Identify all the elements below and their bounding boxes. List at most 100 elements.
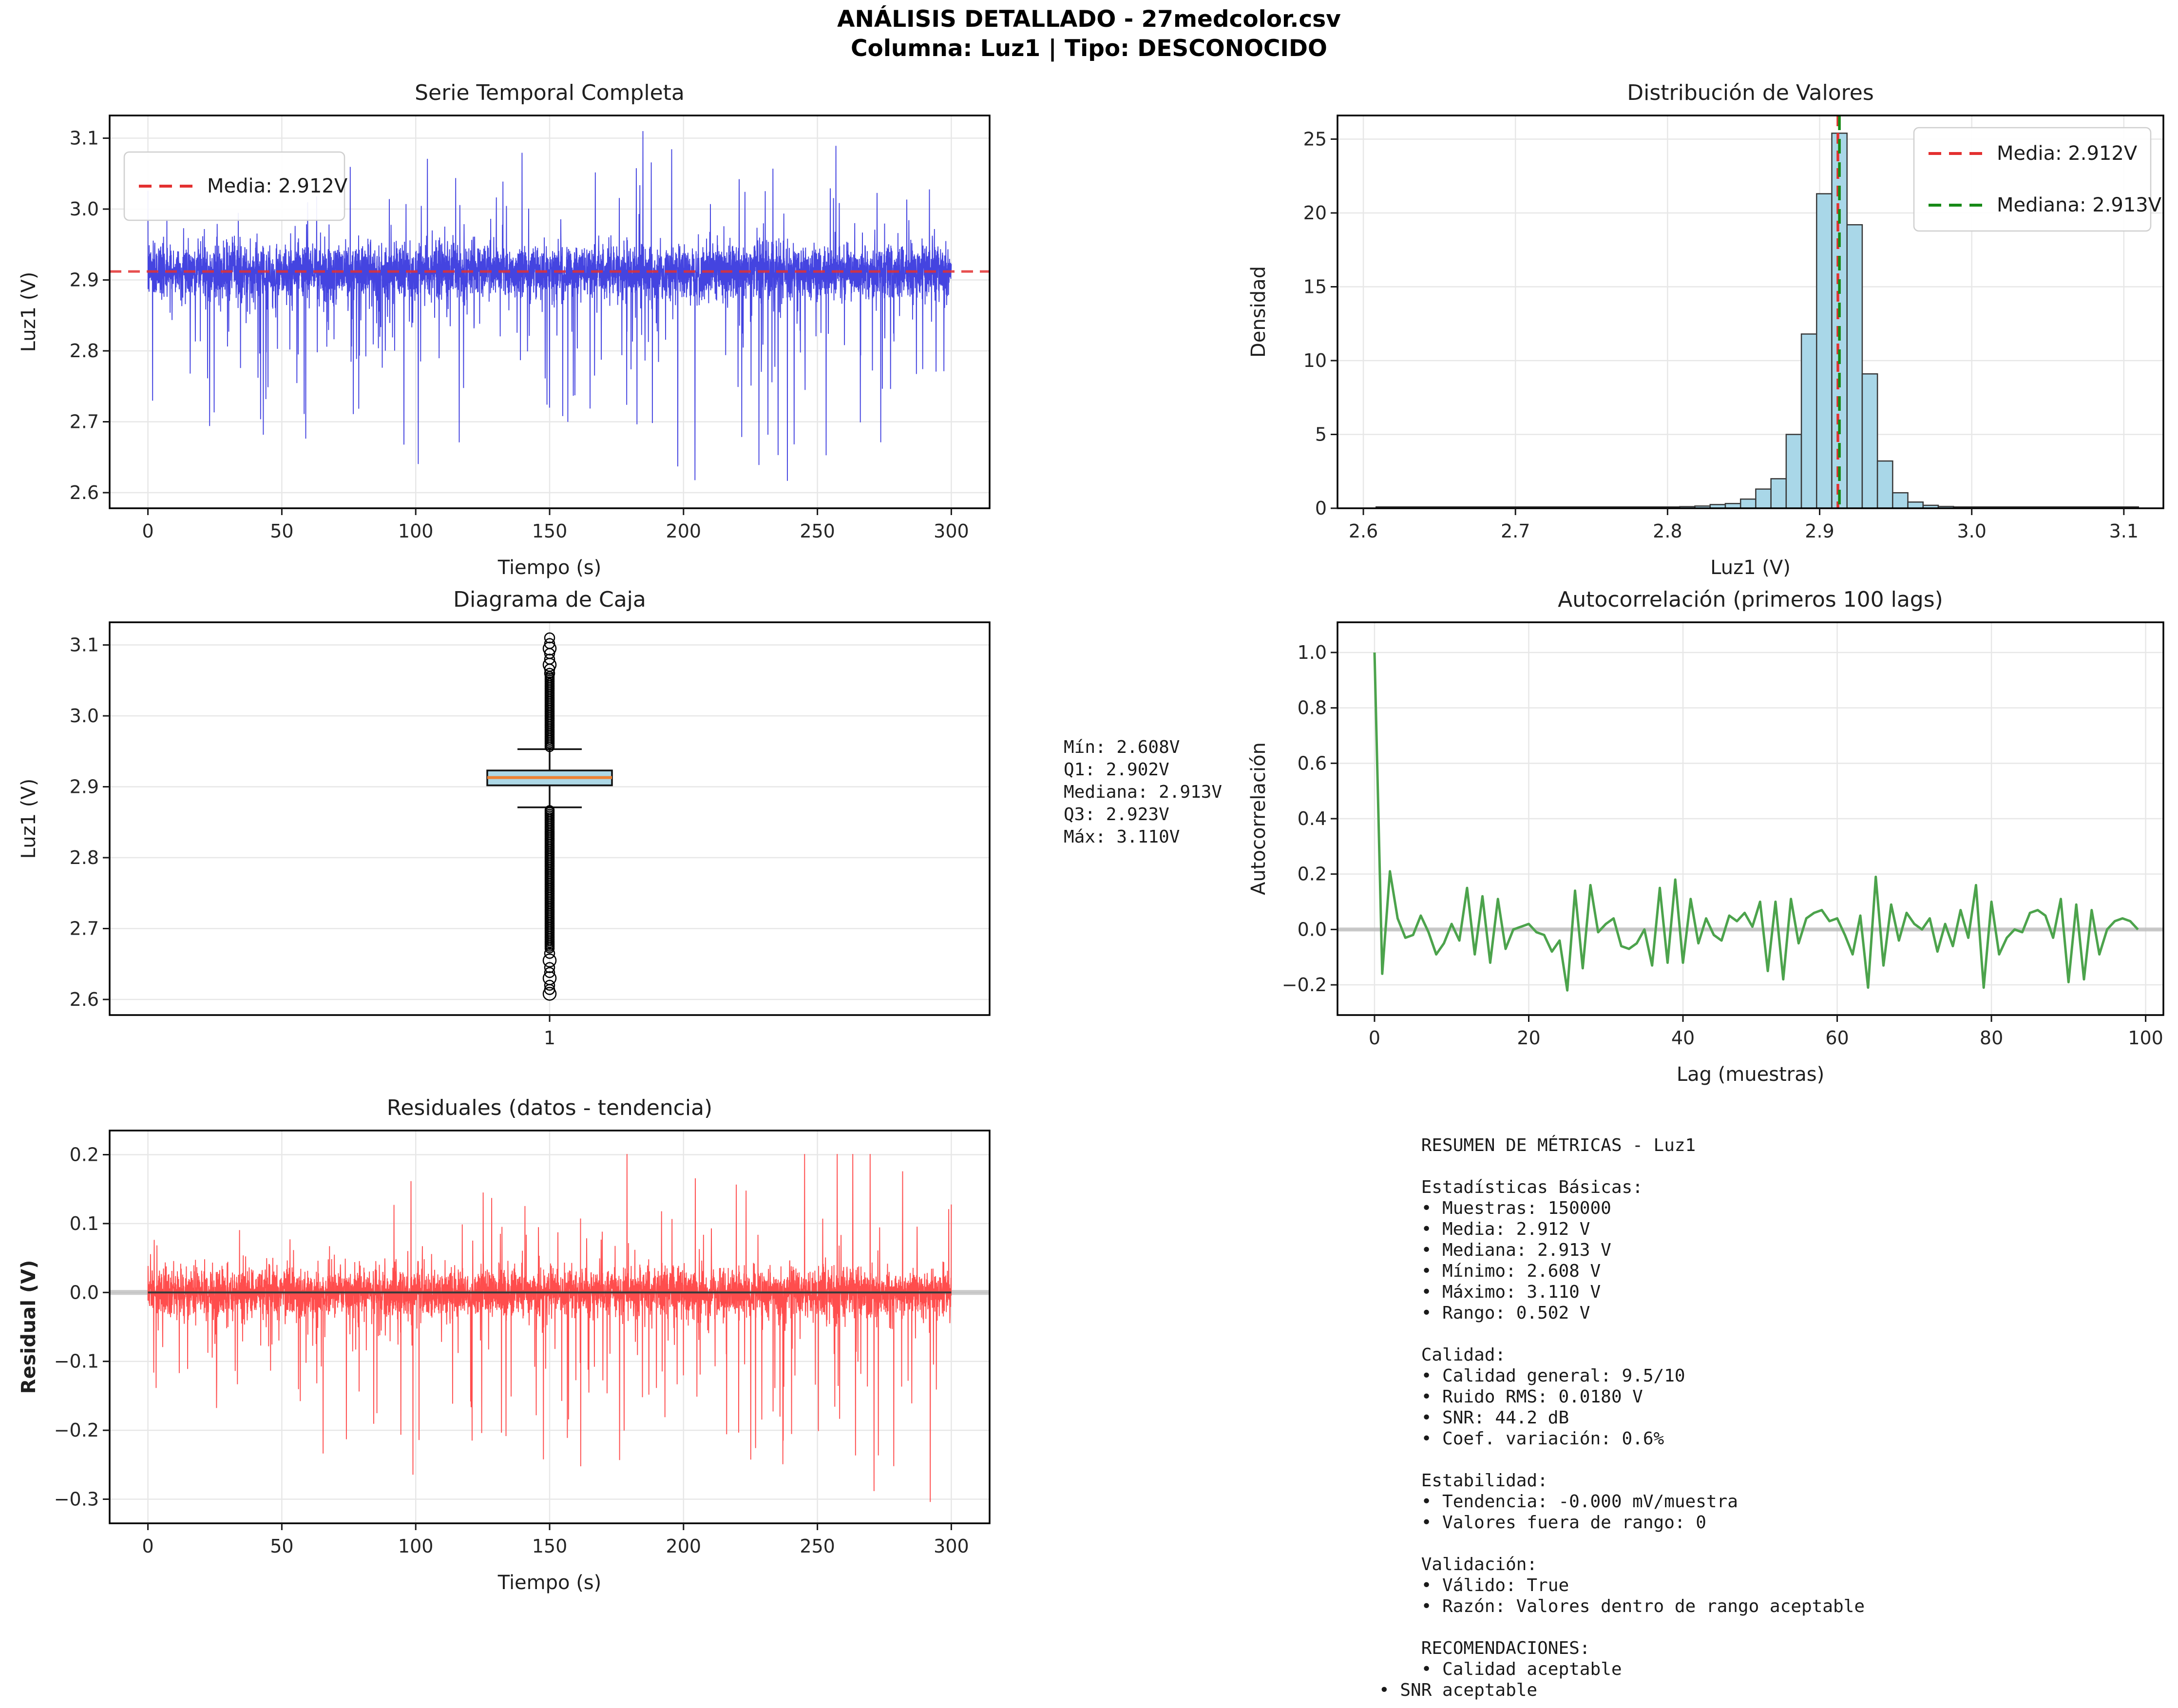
svg-text:2.9: 2.9 [70,776,99,798]
svg-text:Luz1 (V): Luz1 (V) [18,272,40,352]
svg-text:Media: 2.912V: Media: 2.912V [1997,142,2138,165]
panel-box: 1 2.6 2.7 2.8 2.9 3.0 3.1 Diagrama de Caja Luz1 … [18,587,991,1049]
svg-text:300: 300 [934,520,969,542]
tick-labels: 0 20 40 60 80 100 −0.2 0.0 0.2 0.4 0.6 0.8 1.0 [1282,642,2163,1049]
boxplot [486,748,613,808]
tick-labels: 0 50 100 150 200 250 300 0.2 0.1 0.0 −0.1 −0.2 −0.3 [54,1144,969,1557]
svg-text:5: 5 [1315,423,1327,445]
svg-text:0.4: 0.4 [1298,808,1327,829]
figure-title-line2: Columna: Luz1 | Tipo: DESCONOCIDO [851,35,1327,62]
svg-text:−0.1: −0.1 [54,1351,99,1372]
svg-text:3.0: 3.0 [70,705,99,727]
svg-text:2.7: 2.7 [70,411,99,433]
svg-text:2.8: 2.8 [70,847,99,868]
svg-text:0.0: 0.0 [70,1282,99,1303]
svg-text:3.1: 3.1 [2109,520,2139,542]
residuals-line [147,1154,952,1502]
svg-text:3.0: 3.0 [1957,520,1986,542]
svg-text:Tiempo (s): Tiempo (s) [497,557,602,579]
svg-text:Tiempo (s): Tiempo (s) [497,1572,602,1594]
metrics-summary-text: RESUMEN DE MÉTRICAS - Luz1 Estadísticas … [1379,1135,1865,1700]
svg-text:250: 250 [800,1535,835,1557]
svg-text:Autocorrelación: Autocorrelación [1247,742,1270,895]
svg-text:40: 40 [1671,1027,1695,1049]
svg-text:150: 150 [532,520,568,542]
svg-text:50: 50 [270,520,293,542]
outliers [542,632,557,1001]
svg-text:Serie Temporal Completa: Serie Temporal Completa [415,80,685,105]
svg-text:300: 300 [934,1535,969,1557]
svg-text:150: 150 [532,1535,568,1557]
svg-text:Distribución de Valores: Distribución de Valores [1627,80,1874,105]
legend: Media: 2.912V Mediana: 2.913V [1913,127,2162,232]
svg-text:Luz1 (V): Luz1 (V) [18,779,40,859]
svg-text:−0.2: −0.2 [54,1420,99,1441]
svg-text:60: 60 [1825,1027,1849,1049]
svg-text:50: 50 [270,1535,293,1557]
svg-text:200: 200 [666,1535,702,1557]
tick-labels: 1 2.6 2.7 2.8 2.9 3.0 3.1 [70,634,556,1049]
svg-text:100: 100 [398,1535,434,1557]
timeseries-line [147,131,952,481]
acf-line [1373,652,2139,992]
svg-text:0: 0 [142,1535,153,1557]
svg-text:100: 100 [398,520,434,542]
svg-text:Lag (muestras): Lag (muestras) [1677,1063,1824,1086]
svg-text:−0.2: −0.2 [1282,974,1327,996]
svg-text:2.7: 2.7 [70,918,99,940]
figure-title-line1: ANÁLISIS DETALLADO - 27medcolor.csv [837,6,1341,33]
svg-text:0.1: 0.1 [70,1213,99,1234]
svg-text:2.7: 2.7 [1501,520,1530,542]
svg-text:2.8: 2.8 [1653,520,1682,542]
svg-text:Luz1 (V): Luz1 (V) [1710,557,1791,579]
svg-text:2.6: 2.6 [70,482,99,503]
svg-text:2.8: 2.8 [70,340,99,362]
svg-text:Densidad: Densidad [1247,266,1270,358]
svg-text:1: 1 [544,1027,555,1049]
svg-text:0.8: 0.8 [1298,697,1327,719]
svg-text:200: 200 [666,520,702,542]
svg-text:0: 0 [142,520,153,542]
boxplot-stats-text: Mín: 2.608V Q1: 2.902V Mediana: 2.913V Q… [1064,737,1223,847]
svg-text:Residuales (datos - tendencia): Residuales (datos - tendencia) [387,1095,712,1120]
svg-text:25: 25 [1303,128,1327,150]
svg-text:0: 0 [1315,498,1327,519]
svg-text:2.6: 2.6 [1349,520,1378,542]
svg-text:80: 80 [1980,1027,2003,1049]
axes-frame [1337,115,2164,509]
svg-text:−0.3: −0.3 [54,1489,99,1510]
panel-resid: 0 50 100 150 200 250 300 0.2 0.1 0.0 −0.1 −0.2 −0.3 R… [18,1095,991,1594]
svg-text:100: 100 [2128,1027,2163,1049]
svg-text:15: 15 [1303,276,1327,297]
svg-text:2.6: 2.6 [70,989,99,1010]
svg-text:10: 10 [1303,350,1327,371]
svg-text:2.9: 2.9 [1805,520,1834,542]
svg-text:3.1: 3.1 [70,634,99,656]
svg-text:1.0: 1.0 [1298,642,1327,663]
svg-text:0: 0 [1369,1027,1380,1049]
panel-hist: 2.6 2.7 2.8 2.9 3.0 3.1 0 5 10 15 20 25 Distribución… [1247,80,2164,579]
svg-text:0.2: 0.2 [70,1144,99,1165]
svg-text:2.9: 2.9 [70,269,99,291]
gridlines [1337,622,2163,1015]
svg-text:0.0: 0.0 [1298,919,1327,940]
tick-labels: 0 50 100 150 200 250 300 2.6 2.7 2.8 2.9 3.0 3.1 [70,128,969,542]
figure-title: ANÁLISIS DETALLADO - 27medcolor.csv Colu… [0,5,2178,63]
svg-text:20: 20 [1303,202,1327,224]
svg-text:0.6: 0.6 [1298,752,1327,774]
svg-text:Autocorrelación (primeros 100: Autocorrelación (primeros 100 lags) [1558,587,1943,612]
svg-text:250: 250 [800,520,835,542]
svg-text:20: 20 [1517,1027,1540,1049]
svg-text:3.1: 3.1 [70,128,99,149]
panel-serie: 0 50 100 150 200 250 300 2.6 2.7 2.8 2.9 3.0 3.1 Seri… [18,80,991,579]
histogram-bars [1376,133,2140,509]
svg-text:Residual (V): Residual (V) [18,1260,40,1394]
legend: Media: 2.912V [123,151,348,221]
svg-text:3.0: 3.0 [70,198,99,220]
panel-acf: 0 20 40 60 80 100 −0.2 0.0 0.2 0.4 0.6 0.8 1.0 Autoco… [1247,587,2164,1086]
tick-labels: 2.6 2.7 2.8 2.9 3.0 3.1 0 5 10 15 20 25 [1303,128,2139,542]
svg-text:Diagrama de Caja: Diagrama de Caja [453,587,646,612]
svg-text:0.2: 0.2 [1298,864,1327,885]
